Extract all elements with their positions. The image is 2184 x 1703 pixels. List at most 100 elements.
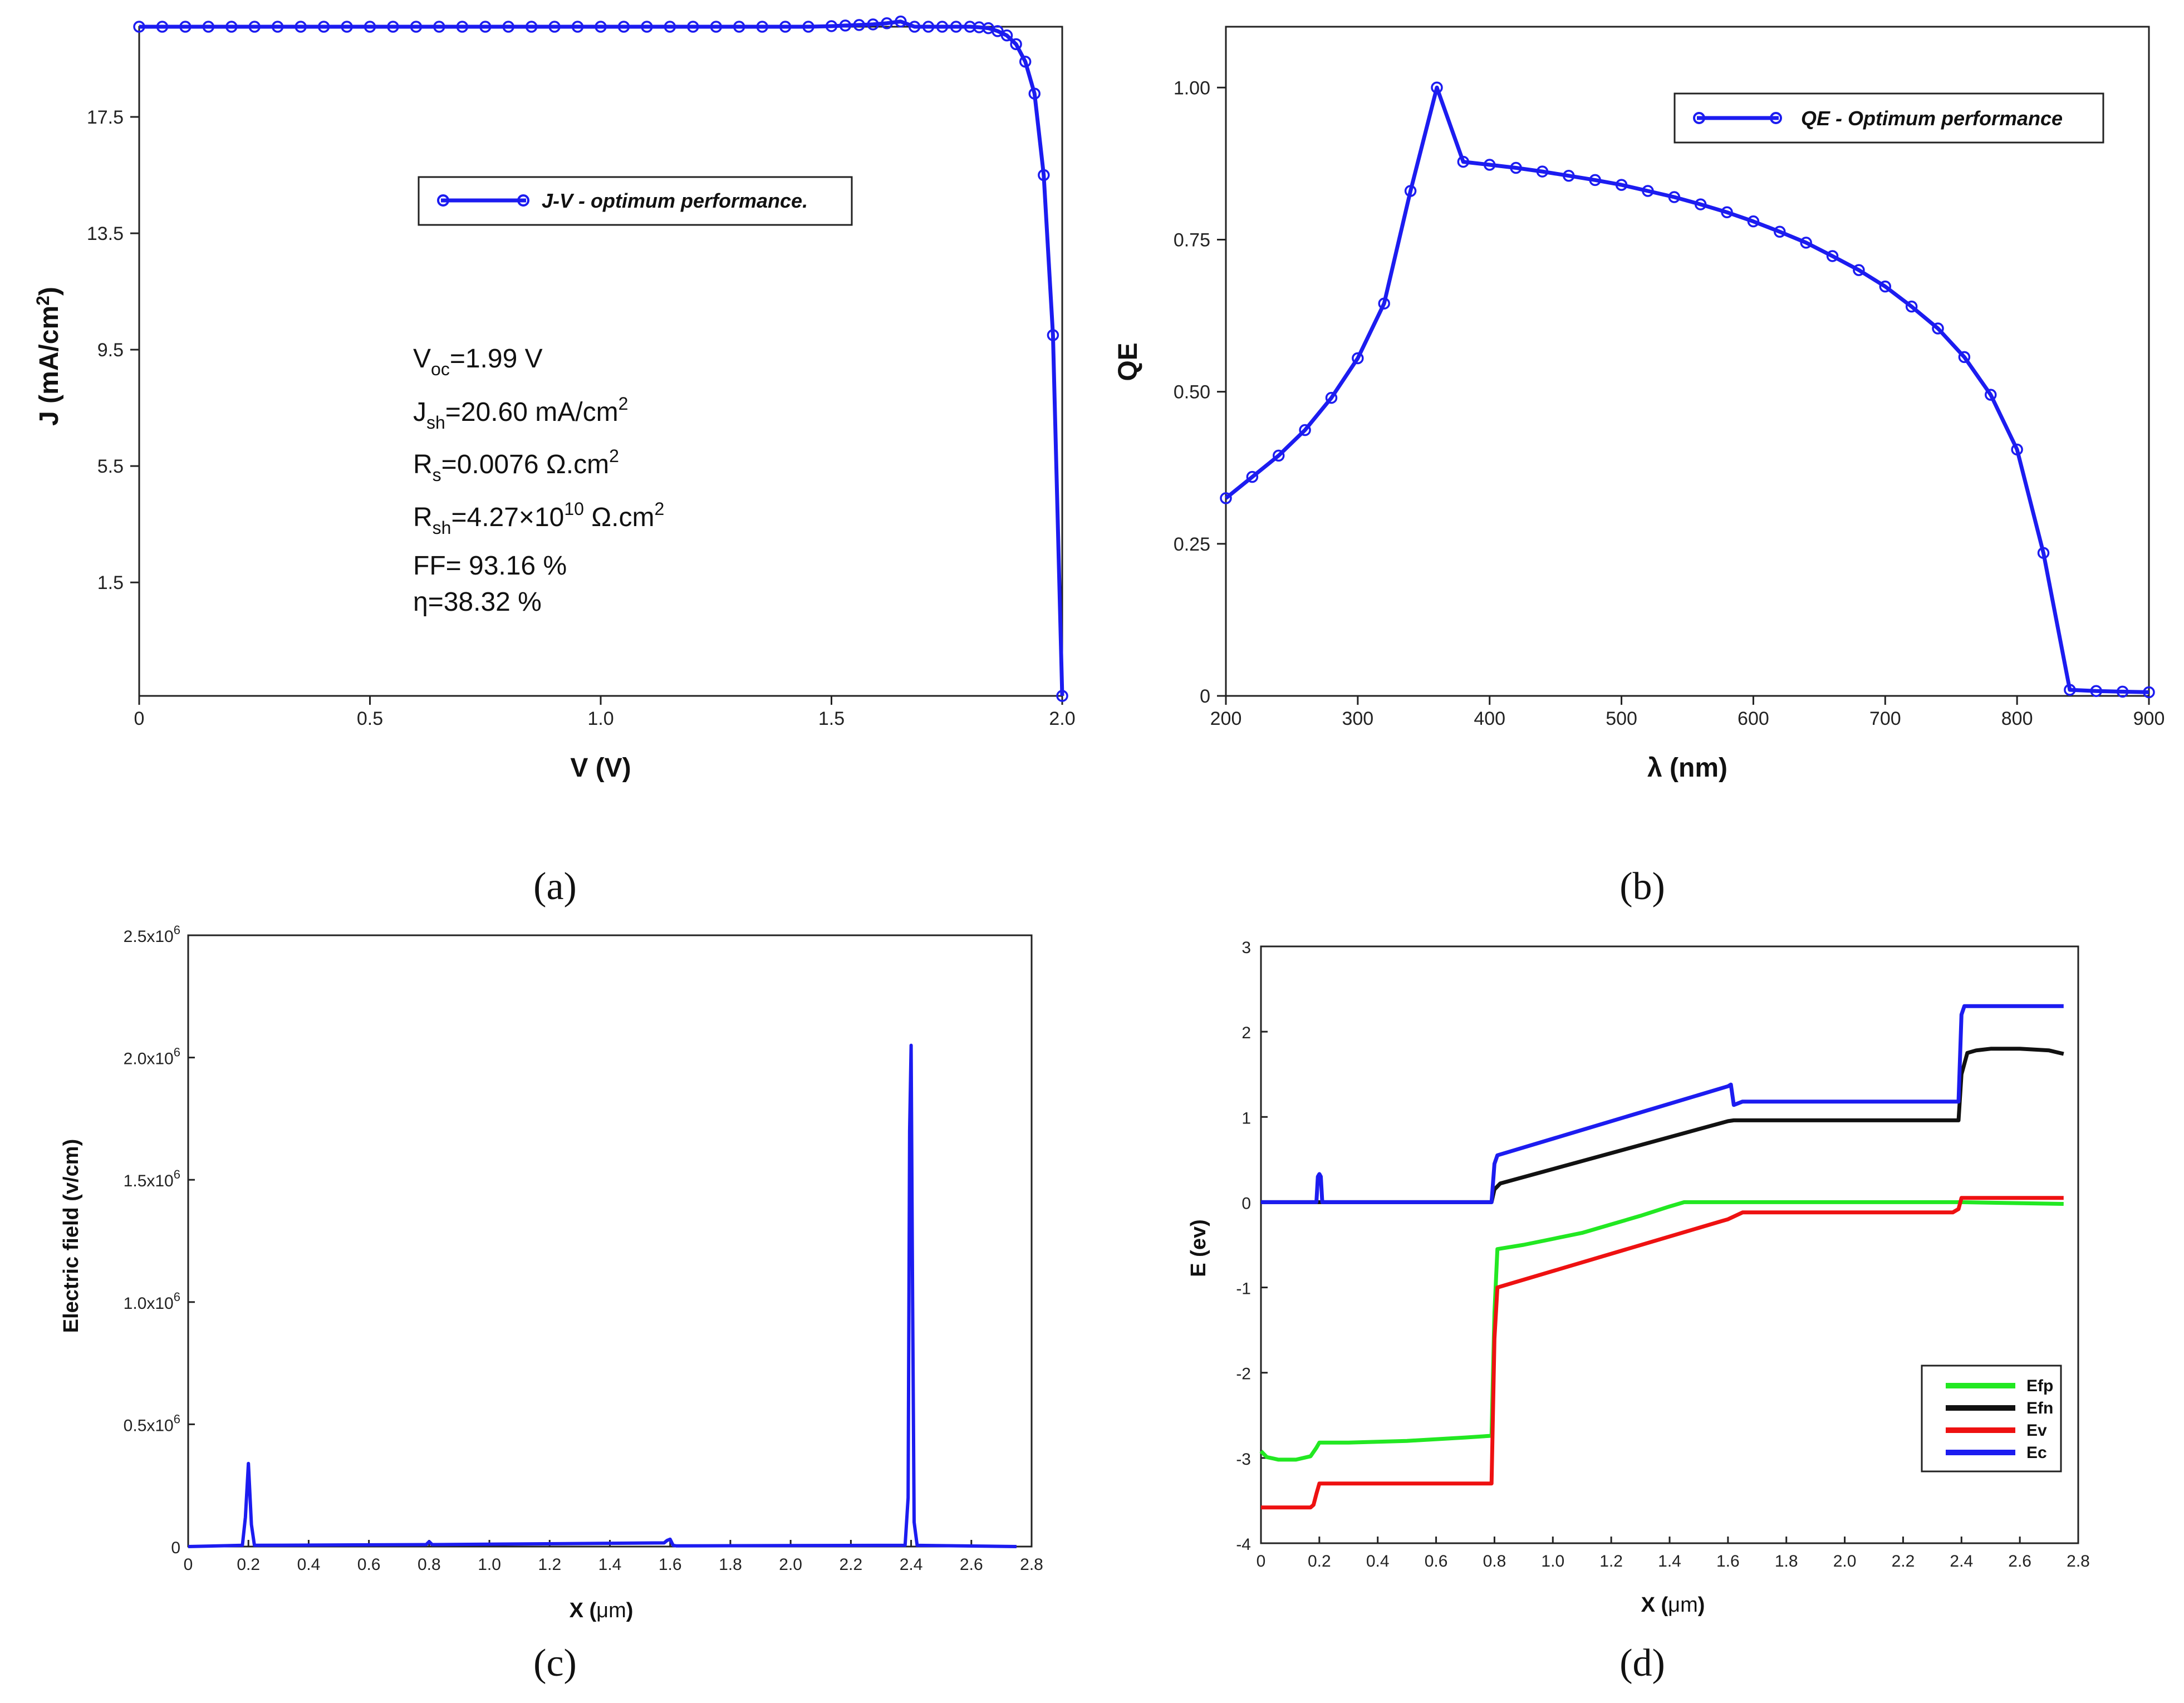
panel-d-y-ticks: -4 -3 -2 -1 0 1 2 3 <box>1236 939 1268 1554</box>
x-tick-label: 2.2 <box>839 1555 862 1574</box>
jv-series-line <box>139 19 1064 696</box>
data-point <box>479 21 492 33</box>
y-tick-label: 9.5 <box>97 340 124 361</box>
panel-b-legend: QE - Optimum performance <box>1673 92 2104 144</box>
y-tick-label: -4 <box>1236 1535 1251 1554</box>
data-point <box>881 17 893 30</box>
data-point <box>502 21 514 33</box>
data-point <box>548 21 561 33</box>
data-point <box>1038 169 1050 181</box>
x-tick-label: 700 <box>1869 708 1901 729</box>
x-tick-label: 2.4 <box>1950 1552 1973 1571</box>
data-point <box>617 21 630 33</box>
data-point <box>133 21 145 33</box>
series-line-ec <box>1261 1004 2064 1204</box>
y-tick-label: 1.00 <box>1174 77 1210 99</box>
data-point <box>595 21 607 33</box>
y-tick-label: 0 <box>171 1539 180 1557</box>
x-tick-label: 1.6 <box>1716 1552 1740 1571</box>
data-point <box>895 15 907 28</box>
panel-d-x-ticks: 0 0.2 0.4 0.6 0.8 1.0 1.2 1.4 1.6 1.8 2.0 2.2 2.4 2.6… <box>1257 1537 2090 1571</box>
x-tick-label: 2.8 <box>1020 1555 1043 1574</box>
data-point <box>1404 185 1417 197</box>
data-point <box>202 21 215 33</box>
panel-b-legend-marker <box>1770 112 1782 124</box>
data-point <box>1879 280 1892 293</box>
panel-d-band-diagram: 0 0.2 0.4 0.6 0.8 1.0 1.2 1.4 1.6 1.8 2.0 2.2 2.4 2.6… <box>1187 939 2090 1685</box>
x-tick-label: 1.5 <box>818 708 845 729</box>
panel-b-y-ticks: 0 0.25 0.50 0.75 1.00 <box>1174 77 1226 707</box>
x-tick-label: 300 <box>1342 708 1373 729</box>
panel-b-x-ticks: 200 300 400 500 600 700 800 900 <box>1210 696 2165 729</box>
data-point <box>1246 470 1259 483</box>
y-tick-label: -3 <box>1236 1450 1251 1469</box>
panel-b-x-axis-label: λ (nm) <box>1647 753 1727 783</box>
data-point <box>710 21 722 33</box>
y-tick-label: 2.0x106 <box>124 1046 180 1068</box>
data-point <box>825 20 838 32</box>
data-point <box>295 21 307 33</box>
x-tick-label: 1.8 <box>719 1555 742 1574</box>
x-tick-label: 0 <box>184 1555 193 1574</box>
panel-b-legend-label: QE - Optimum performance <box>1801 107 2063 130</box>
x-tick-label: 0 <box>1257 1552 1266 1571</box>
data-point <box>1853 264 1865 276</box>
data-point <box>1483 159 1496 171</box>
y-tick-label: 13.5 <box>87 223 124 244</box>
x-tick-label: 1.2 <box>1599 1552 1623 1571</box>
data-point <box>1431 81 1443 94</box>
data-point <box>1272 449 1285 462</box>
legend-label-ec: Ec <box>2026 1444 2047 1462</box>
panel-a-jv-curve: 0 0.5 1.0 1.5 2.0 1.5 5.5 9.5 13.5 17.5 V (V) J … <box>33 15 1076 908</box>
x-tick-label: 1.4 <box>598 1555 622 1574</box>
x-tick-label: 2.6 <box>2008 1552 2031 1571</box>
panel-a-caption: (a) <box>533 865 577 908</box>
data-point <box>839 19 852 32</box>
data-point <box>908 21 921 33</box>
panel-a-x-axis-label: V (V) <box>570 753 631 783</box>
data-point <box>1932 322 1944 335</box>
x-tick-label: 0.2 <box>237 1555 260 1574</box>
data-point <box>2090 685 2103 698</box>
data-point <box>364 21 376 33</box>
x-tick-label: 1.4 <box>1658 1552 1681 1571</box>
x-tick-label: 500 <box>1606 708 1637 729</box>
y-tick-label: -1 <box>1236 1280 1251 1298</box>
panel-a-legend-marker <box>517 194 529 207</box>
x-tick-label: 1.6 <box>659 1555 682 1574</box>
data-point <box>387 21 399 33</box>
panel-b-caption: (b) <box>1619 865 1665 908</box>
panel-a-annotations: Voc=1.99 V Jsh=20.60 mA/cm2 Rs=0.0076 Ω.… <box>413 344 664 617</box>
data-point <box>922 21 935 33</box>
x-tick-label: 400 <box>1474 708 1505 729</box>
data-point <box>733 21 745 33</box>
x-tick-label: 2.8 <box>2067 1552 2090 1571</box>
data-point <box>571 21 584 33</box>
annotation-jsh: Jsh=20.60 mA/cm2 <box>413 394 628 433</box>
x-tick-label: 1.0 <box>1541 1552 1564 1571</box>
annotation-rsh: Rsh=4.27×1010 Ω.cm2 <box>413 499 664 538</box>
y-tick-label: 0.5x106 <box>124 1412 180 1435</box>
panel-a-legend-marker <box>437 194 449 207</box>
data-point <box>1056 690 1068 702</box>
panel-a-legend: J-V - optimum performance. <box>418 176 853 226</box>
data-point <box>1694 198 1707 210</box>
x-tick-label: 200 <box>1210 708 1242 729</box>
y-tick-label: 17.5 <box>87 107 124 128</box>
panel-b-legend-marker <box>1693 112 1705 124</box>
data-point <box>1563 169 1575 182</box>
x-tick-label: 800 <box>2001 708 2033 729</box>
y-tick-label: 2 <box>1241 1024 1251 1042</box>
data-point <box>271 21 284 33</box>
y-tick-label: 0 <box>1241 1194 1251 1213</box>
annotation-ff: FF= 93.16 % <box>413 551 567 581</box>
x-tick-label: 600 <box>1738 708 1769 729</box>
data-point <box>1774 225 1786 238</box>
panel-b-qe-curve: 200 300 400 500 600 700 800 900 0 0.25 0.50 0.75 1.… <box>1113 26 2165 908</box>
y-tick-label: 2.5x106 <box>124 923 180 946</box>
data-point <box>2116 685 2129 698</box>
data-point <box>1010 38 1022 51</box>
data-point <box>1668 191 1681 203</box>
data-point <box>779 21 792 33</box>
x-tick-label: 0.2 <box>1308 1552 1331 1571</box>
